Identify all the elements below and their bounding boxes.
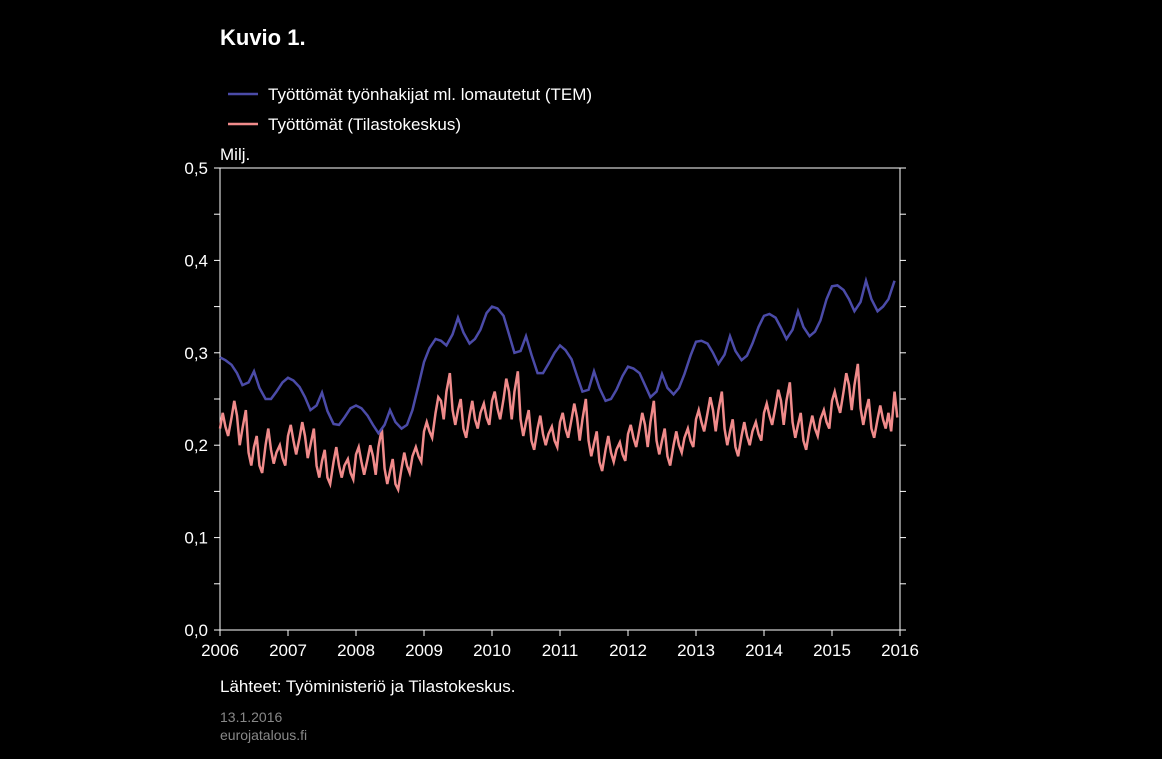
- series-s2: [220, 364, 897, 490]
- chart-container: Kuvio 1. Milj. Työttömät työnhakijat ml.…: [0, 0, 1162, 759]
- x-tick-label: 2010: [473, 641, 511, 660]
- x-tick-label: 2006: [201, 641, 239, 660]
- footer-date: 13.1.2016: [220, 709, 282, 725]
- x-ticks: 2006 2007 2008 2009 2010 2011 2012 2013 2014 2015…: [201, 630, 919, 660]
- x-tick-label: 2009: [405, 641, 443, 660]
- x-tick-label: 2011: [542, 641, 579, 660]
- y-tick-label: 0,0: [184, 621, 208, 640]
- x-tick-label: 2012: [609, 641, 647, 660]
- y-tick-label: 0,4: [184, 251, 208, 270]
- x-tick-label: 2013: [677, 641, 715, 660]
- x-tick-label: 2007: [269, 641, 307, 660]
- x-tick-label: 2015: [813, 641, 851, 660]
- y-axis-label: Milj.: [220, 145, 250, 164]
- x-tick-label: 2008: [337, 641, 375, 660]
- series-s1: [220, 281, 895, 433]
- chart-title: Kuvio 1.: [220, 25, 306, 50]
- footer-site: eurojatalous.fi: [220, 727, 307, 743]
- plot-frame: [220, 168, 900, 630]
- y-tick-label: 0,1: [184, 529, 208, 548]
- y-tick-label: 0,3: [184, 344, 208, 363]
- y-tick-label: 0,2: [184, 436, 208, 455]
- x-tick-label: 2016: [881, 641, 919, 660]
- legend-label-s1: Työttömät työnhakijat ml. lomautetut (TE…: [268, 85, 592, 104]
- source-text: Lähteet: Työministeriö ja Tilastokeskus.: [220, 677, 515, 696]
- x-tick-label: 2014: [745, 641, 783, 660]
- y-ticks: 0,0 0,1 0,2 0,3 0,4 0,5: [184, 159, 906, 640]
- legend-label-s2: Työttömät (Tilastokeskus): [268, 115, 461, 134]
- y-tick-label: 0,5: [184, 159, 208, 178]
- chart-svg: Kuvio 1. Milj. Työttömät työnhakijat ml.…: [0, 0, 1162, 759]
- legend: Työttömät työnhakijat ml. lomautetut (TE…: [228, 85, 592, 134]
